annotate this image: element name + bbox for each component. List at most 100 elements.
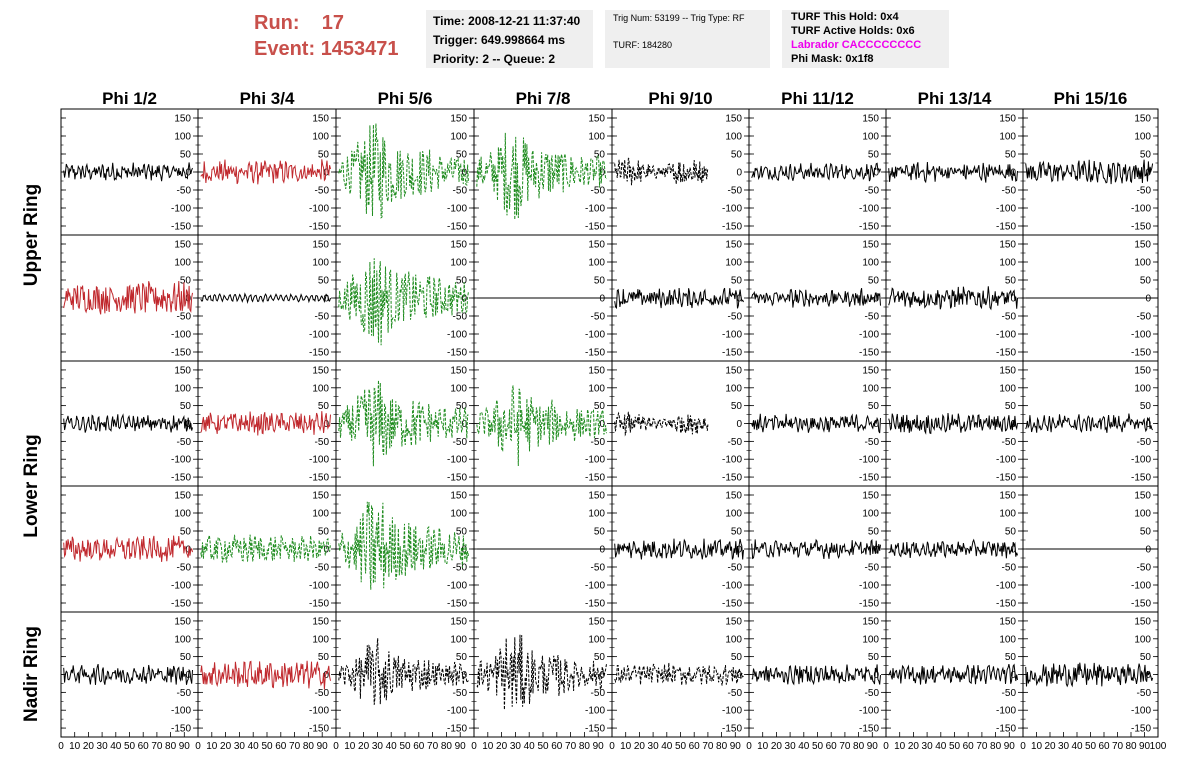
y-tick-label: 150 [862, 491, 879, 502]
y-tick-label: -150 [309, 724, 329, 735]
y-tick-label: 150 [725, 365, 742, 376]
y-tick-label: 150 [725, 114, 742, 125]
y-tick-label: 100 [312, 132, 329, 143]
x-tick-label: 80 [441, 741, 453, 752]
x-tick-label: 50 [949, 741, 961, 752]
waveform-trace [1025, 662, 1154, 688]
y-tick-label: -150 [585, 348, 605, 359]
x-tick-label: 90 [867, 741, 879, 752]
y-tick-label: 150 [174, 114, 191, 125]
waveform-trace [63, 663, 193, 685]
x-tick-label: 70 [151, 741, 163, 752]
labrador-text: Labrador CACCCCCCCC [791, 39, 922, 51]
y-tick-label: 50 [180, 652, 192, 663]
y-tick-label: -100 [996, 581, 1016, 592]
x-tick-label: 0 [333, 741, 339, 752]
x-tick-label: 80 [303, 741, 315, 752]
waveform-trace [338, 501, 469, 590]
y-tick-label: 50 [731, 652, 743, 663]
y-tick-label: 0 [323, 545, 329, 556]
y-tick-label: 150 [174, 491, 191, 502]
x-tick-label: 70 [702, 741, 714, 752]
column-header: Phi 9/10 [648, 89, 712, 108]
y-tick-label: -100 [859, 581, 879, 592]
x-tick-label: 50 [399, 741, 411, 752]
y-tick-label: 0 [1145, 419, 1151, 430]
y-tick-label: 150 [725, 240, 742, 251]
y-tick-label: 0 [1145, 294, 1151, 305]
y-tick-label: -50 [591, 312, 606, 323]
x-tick-label: 10 [894, 741, 906, 752]
x-tick-label: 40 [935, 741, 947, 752]
y-tick-label: -50 [177, 186, 192, 197]
y-tick-label: -100 [859, 204, 879, 215]
y-tick-label: 100 [1134, 634, 1151, 645]
x-tick-label: 0 [609, 741, 615, 752]
y-tick-label: -100 [1131, 706, 1151, 717]
y-tick-label: 50 [318, 150, 330, 161]
y-tick-label: 0 [599, 294, 605, 305]
y-tick-label: 150 [174, 365, 191, 376]
x-tick-label: 40 [110, 741, 122, 752]
waveform-trace [614, 538, 744, 560]
x-tick-label: 10 [206, 741, 218, 752]
y-tick-label: 100 [174, 509, 191, 520]
y-tick-label: -150 [996, 348, 1016, 359]
column-header: Phi 15/16 [1054, 89, 1128, 108]
x-tick-label: 60 [826, 741, 838, 752]
x-tick-label: 40 [798, 741, 810, 752]
y-tick-label: -150 [171, 724, 191, 735]
turf-active-text: TURF Active Holds: 0x6 [791, 25, 915, 37]
waveform-trace [200, 292, 331, 305]
y-tick-label: 150 [312, 365, 329, 376]
y-tick-label: -150 [1131, 473, 1151, 484]
y-tick-label: -150 [585, 222, 605, 233]
y-tick-label: -50 [728, 688, 743, 699]
y-tick-label: 0 [1010, 294, 1016, 305]
waveform-trace [751, 162, 881, 182]
y-tick-label: 0 [1010, 545, 1016, 556]
y-tick-label: 50 [868, 527, 880, 538]
x-tick-label: 40 [1071, 741, 1083, 752]
y-tick-label: -100 [996, 330, 1016, 341]
y-tick-label: 0 [599, 545, 605, 556]
x-tick-label: 50 [261, 741, 273, 752]
y-tick-label: -150 [722, 348, 742, 359]
waveform-trace [338, 638, 469, 705]
y-tick-label: -100 [447, 330, 467, 341]
y-tick-label: 0 [1010, 670, 1016, 681]
y-tick-label: 50 [594, 401, 606, 412]
y-tick-label: -50 [1137, 186, 1152, 197]
x-tick-label: 20 [771, 741, 783, 752]
y-tick-label: -50 [865, 186, 880, 197]
x-tick-label: 30 [785, 741, 797, 752]
y-tick-label: 0 [599, 419, 605, 430]
y-tick-label: -50 [315, 312, 330, 323]
y-tick-label: 150 [862, 114, 879, 125]
x-tick-label: 0 [195, 741, 201, 752]
y-tick-label: -150 [309, 348, 329, 359]
y-tick-label: -100 [996, 706, 1016, 717]
y-tick-label: -100 [1131, 455, 1151, 466]
x-tick-label: 70 [565, 741, 577, 752]
y-tick-label: 100 [312, 258, 329, 269]
y-tick-label: 0 [736, 294, 742, 305]
y-tick-label: 100 [312, 383, 329, 394]
y-tick-label: -100 [585, 581, 605, 592]
y-tick-label: 100 [588, 258, 605, 269]
y-tick-label: 100 [725, 132, 742, 143]
waveform-trace [751, 413, 881, 434]
x-tick-label: 10 [620, 741, 632, 752]
x-tick-label: 0 [746, 741, 752, 752]
y-tick-label: -50 [177, 563, 192, 574]
y-tick-label: -150 [859, 473, 879, 484]
x-tick-label: 90 [179, 741, 191, 752]
y-tick-label: 50 [318, 401, 330, 412]
y-tick-label: -50 [315, 437, 330, 448]
waveform-trace [338, 380, 469, 467]
waveform-trace [338, 258, 469, 346]
y-tick-label: 100 [725, 634, 742, 645]
y-tick-label: -150 [309, 473, 329, 484]
y-tick-label: 100 [588, 383, 605, 394]
